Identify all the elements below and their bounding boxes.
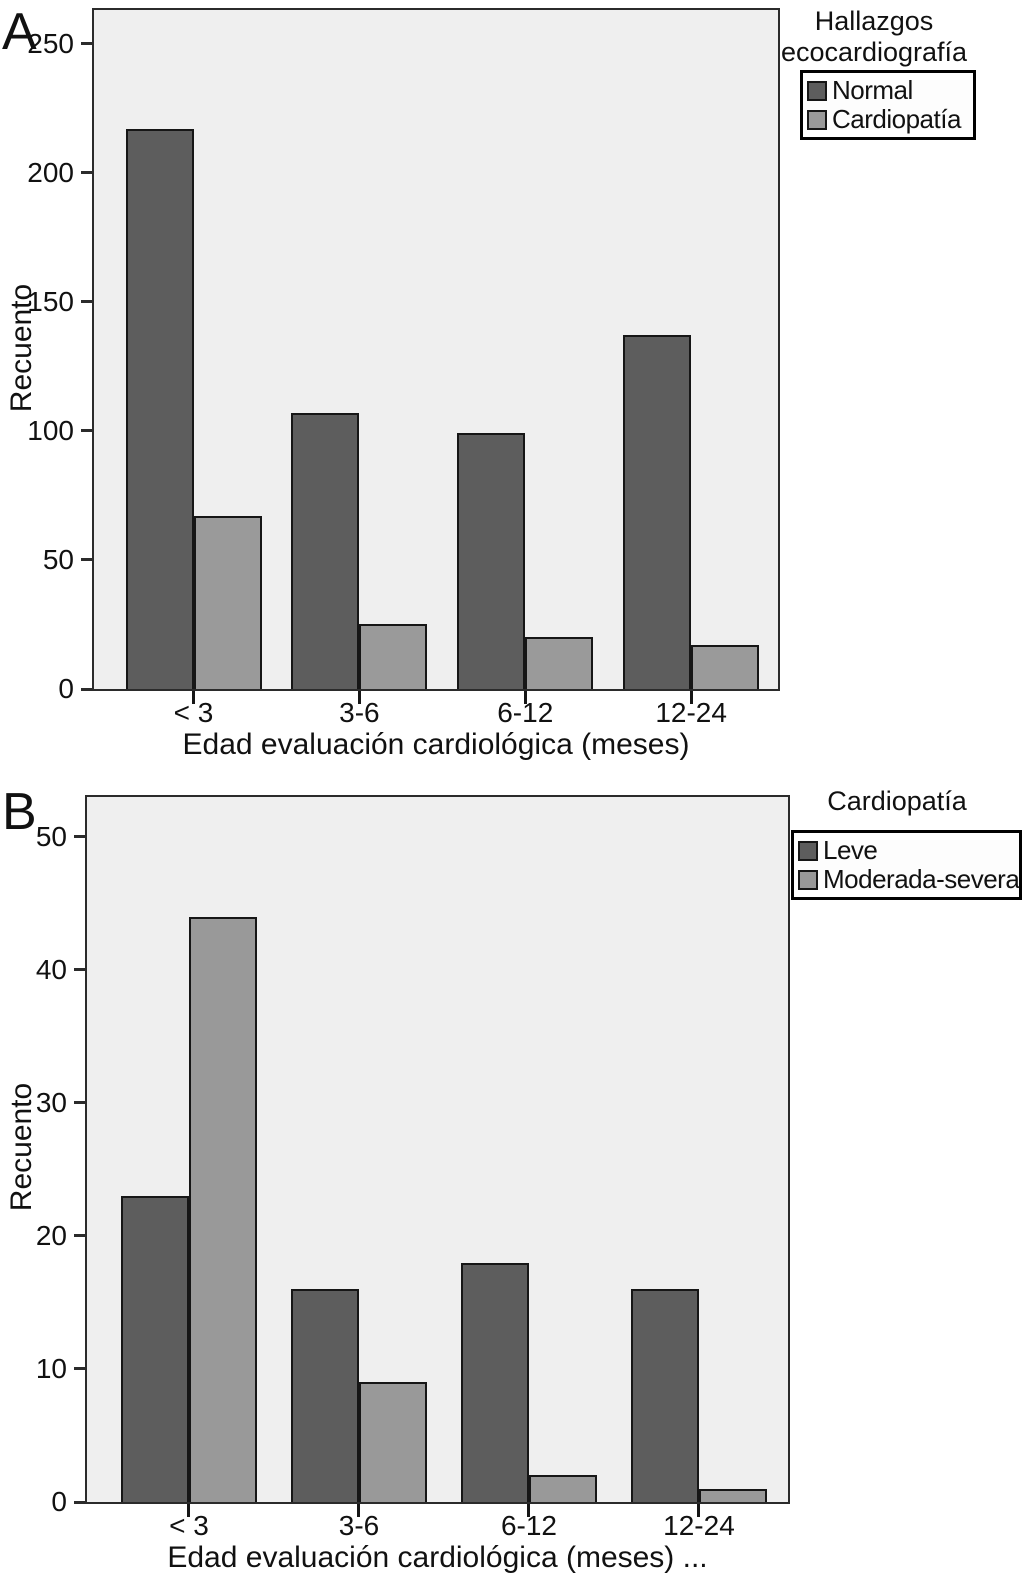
panel-b-x-axis-title: Edad evaluación cardiológica (meses) ... bbox=[167, 1541, 708, 1574]
x-category-label: 3-6 bbox=[338, 1510, 380, 1541]
bar-cardiopat-a-4 bbox=[691, 645, 760, 689]
bar-normal-3 bbox=[457, 433, 526, 689]
bar-cardiopat-a-3 bbox=[525, 637, 594, 689]
panel-a-legend-label-normal: Normal bbox=[832, 75, 913, 105]
y-tick-mark bbox=[74, 835, 85, 839]
panel-b-legend-item-moderada-severa: Moderada-severa bbox=[798, 864, 1020, 894]
bar-moderada-severa-4 bbox=[698, 1488, 767, 1502]
x-tick-mark bbox=[689, 691, 693, 704]
y-tick-label: 200 bbox=[27, 156, 74, 188]
panel-a-y-axis-title: Recuento bbox=[5, 283, 38, 413]
x-tick-mark bbox=[697, 1504, 701, 1517]
x-category-label: 3-6 bbox=[339, 697, 380, 728]
panel-a-plot-area bbox=[92, 8, 780, 691]
panel-b-letter: B bbox=[2, 783, 37, 841]
y-tick-mark bbox=[74, 1367, 85, 1371]
bar-leve-1 bbox=[120, 1196, 189, 1502]
panel-b-legend: Leve Moderada-severa bbox=[791, 830, 1022, 900]
panel-b-legend-item-leve: Leve bbox=[798, 835, 1015, 865]
y-tick-mark bbox=[81, 171, 92, 175]
panel-a-legend-title-line2: ecocardiografía bbox=[780, 37, 968, 67]
x-tick-mark bbox=[357, 691, 361, 704]
x-category-label: 6-12 bbox=[500, 1510, 557, 1541]
panel-a-legend-item-cardiopatia: Cardiopatía bbox=[807, 104, 969, 134]
panel-a-legend-title: Hallazgos ecocardiografía bbox=[764, 6, 984, 68]
x-category-label: 6-12 bbox=[497, 697, 554, 728]
bar-moderada-severa-2 bbox=[358, 1382, 427, 1502]
moderada-severa-series-swatch-icon bbox=[798, 869, 818, 890]
x-tick-mark bbox=[357, 1504, 361, 1517]
y-tick-mark bbox=[81, 687, 92, 691]
normal-series-swatch-icon bbox=[807, 80, 827, 101]
panel-b-legend-title-line1: Cardiopatía bbox=[827, 786, 967, 816]
bar-normal-1 bbox=[125, 128, 194, 689]
bar-cardiopat-a-1 bbox=[193, 516, 262, 689]
panel-b-plot-area bbox=[85, 795, 790, 1504]
bar-leve-3 bbox=[460, 1262, 529, 1502]
y-tick-label: 10 bbox=[35, 1352, 67, 1384]
y-tick-label: 100 bbox=[27, 414, 74, 446]
panel-a-letter: A bbox=[2, 3, 37, 61]
y-tick-label: 0 bbox=[51, 1486, 67, 1517]
panel-b-legend-label-leve: Leve bbox=[823, 835, 878, 865]
y-tick-mark bbox=[81, 300, 92, 304]
panel-a-legend-item-normal: Normal bbox=[807, 75, 969, 105]
y-tick-label: 30 bbox=[35, 1086, 67, 1118]
y-tick-label: 20 bbox=[35, 1219, 67, 1251]
panel-a-legend-title-line1: Hallazgos bbox=[814, 6, 934, 36]
bar-moderada-severa-1 bbox=[188, 916, 257, 1502]
y-tick-mark bbox=[81, 429, 92, 433]
cardiopatia-series-swatch-icon bbox=[807, 109, 827, 130]
panel-a-legend-label-cardiopatia: Cardiopatía bbox=[832, 104, 961, 134]
x-tick-mark bbox=[187, 1504, 191, 1517]
y-tick-mark bbox=[74, 1500, 85, 1504]
bar-normal-4 bbox=[623, 335, 692, 689]
y-tick-mark bbox=[81, 558, 92, 562]
bar-leve-4 bbox=[630, 1289, 699, 1502]
x-category-label: < 3 bbox=[169, 1510, 209, 1541]
bar-moderada-severa-3 bbox=[528, 1475, 597, 1502]
y-tick-mark bbox=[81, 42, 92, 46]
bar-leve-2 bbox=[290, 1289, 359, 1502]
x-tick-mark bbox=[192, 691, 196, 704]
panel-a-x-axis-title: Edad evaluación cardiológica (meses) bbox=[182, 728, 690, 761]
panel-b-legend-label-moderada-severa: Moderada-severa bbox=[823, 864, 1020, 894]
y-tick-label: 0 bbox=[58, 673, 74, 704]
y-tick-label: 40 bbox=[35, 953, 67, 985]
panel-b-y-axis-title: Recuento bbox=[5, 1082, 38, 1212]
bar-cardiopat-a-2 bbox=[359, 624, 428, 689]
y-tick-label: 250 bbox=[27, 27, 74, 59]
bar-normal-2 bbox=[291, 412, 360, 689]
x-category-label: 12-24 bbox=[663, 1510, 735, 1541]
y-tick-label: 50 bbox=[35, 820, 67, 852]
panel-a-legend: Normal Cardiopatía bbox=[800, 70, 976, 140]
y-tick-mark bbox=[74, 1101, 85, 1105]
y-tick-label: 50 bbox=[42, 543, 74, 575]
y-tick-mark bbox=[74, 968, 85, 972]
x-tick-mark bbox=[527, 1504, 531, 1517]
leve-series-swatch-icon bbox=[798, 840, 818, 861]
x-category-label: < 3 bbox=[173, 697, 214, 728]
y-tick-mark bbox=[74, 1234, 85, 1238]
y-tick-label: 150 bbox=[27, 285, 74, 317]
x-tick-mark bbox=[523, 691, 527, 704]
panel-b-legend-title: Cardiopatía bbox=[787, 786, 1007, 817]
x-category-label: 12-24 bbox=[655, 697, 727, 728]
